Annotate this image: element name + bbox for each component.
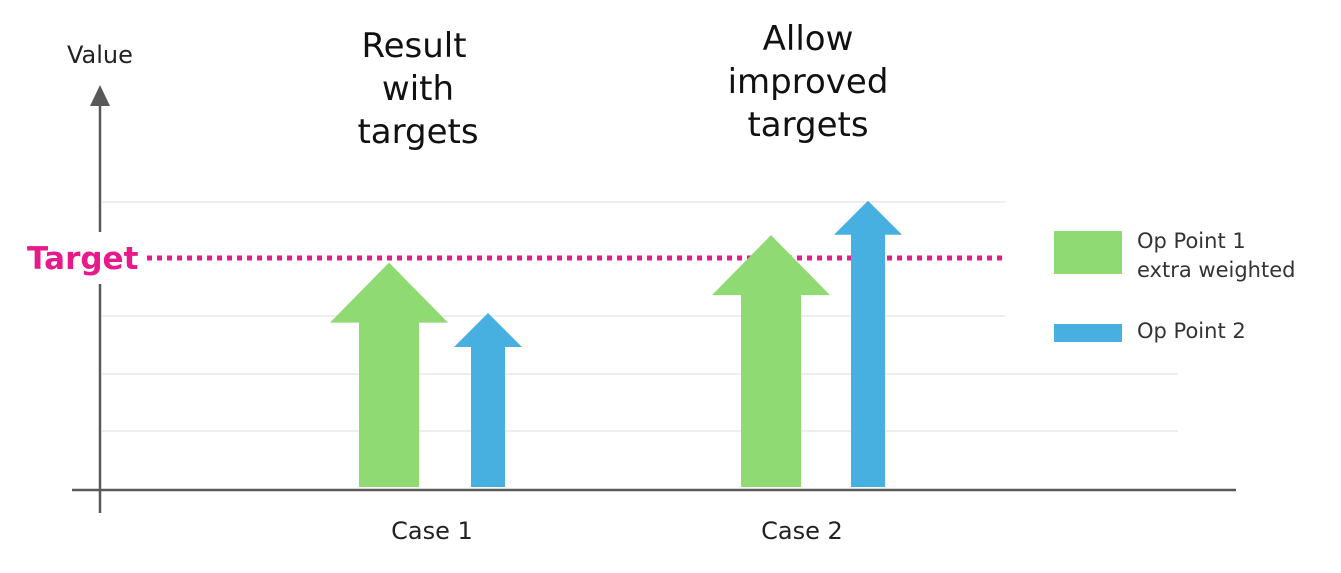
- y-axis-label: Value: [67, 41, 133, 69]
- legend-swatch-op2: [1054, 324, 1122, 342]
- case2-note-line-1: Allow: [763, 19, 854, 59]
- arrow-bars: [330, 200, 902, 487]
- legend-op2: Op Point 2: [1137, 319, 1246, 343]
- target-label: Target: [27, 241, 139, 277]
- arrow-bar-case2-op1: [712, 235, 830, 487]
- case1-note-line-3: targets: [357, 112, 478, 152]
- target-label-bg: [22, 232, 134, 284]
- legend-op1-line-1: Op Point 1: [1137, 229, 1246, 253]
- case-label-2: Case 2: [761, 517, 843, 545]
- arrow-bar-case2-op2: [834, 200, 902, 487]
- case1-note-line-2: with: [382, 69, 454, 109]
- case-label-1: Case 1: [391, 517, 473, 545]
- case2-note-line-2: improved: [728, 62, 889, 102]
- y-axis-arrowhead: [90, 85, 110, 106]
- legend-swatch-op1: [1054, 231, 1122, 274]
- case2-note-line-3: targets: [747, 105, 868, 145]
- legend-op1-line-2: extra weighted: [1137, 258, 1295, 282]
- arrow-bar-case1-op1: [330, 262, 448, 487]
- case1-note-line-1: Result: [361, 26, 466, 66]
- arrow-bar-case1-op2: [454, 312, 522, 487]
